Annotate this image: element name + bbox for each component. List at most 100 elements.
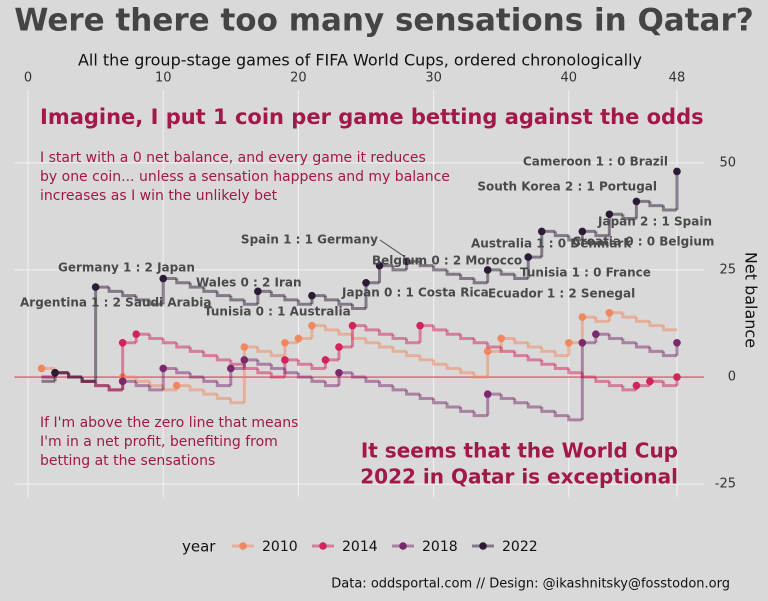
step-segment — [472, 338, 488, 345]
sensation-dot — [159, 364, 168, 373]
annotation: Cameroon 1 : 0 Brazil — [523, 155, 668, 169]
step-segment — [526, 355, 542, 362]
sensation-dot — [632, 381, 641, 390]
step-segment — [202, 351, 218, 358]
step-segment — [459, 407, 475, 413]
zero-note: I'm in a net profit, benefiting from — [40, 434, 278, 450]
step-segment — [445, 364, 461, 370]
sensation-dot — [673, 167, 681, 176]
step-segment — [526, 402, 542, 409]
step-segment — [607, 334, 623, 340]
step-segment — [567, 368, 583, 375]
sensation-dot — [51, 368, 59, 377]
step-segment — [364, 325, 380, 332]
plot — [14, 90, 704, 497]
step-segment — [391, 334, 407, 340]
step-segment — [378, 381, 394, 388]
step-segment — [594, 317, 610, 323]
step-segment — [80, 377, 96, 383]
step-segment — [391, 347, 407, 353]
step-segment — [256, 368, 272, 375]
step-segment — [553, 351, 569, 358]
sensation-dot — [483, 390, 492, 398]
sensation-dot — [91, 283, 100, 291]
step-segment — [526, 342, 542, 349]
sensation-dot — [240, 343, 249, 351]
sensation-dot — [416, 321, 424, 330]
step-segment — [472, 411, 488, 418]
sensation-dot — [565, 338, 573, 347]
sensation-dot — [497, 334, 506, 343]
step-segment — [134, 295, 150, 302]
sensation-dot — [578, 227, 587, 236]
step-segment — [269, 291, 285, 298]
step-segment — [621, 312, 637, 319]
step-segment — [634, 317, 650, 323]
sensation-dot — [605, 210, 614, 219]
step-segment — [215, 381, 231, 388]
zero-note: betting at the sensations — [40, 453, 215, 469]
legend-label: 2010 — [262, 539, 298, 555]
headline: Imagine, I put 1 coin per game betting a… — [40, 105, 704, 129]
step-segment — [229, 398, 245, 405]
step-segment — [540, 347, 556, 353]
step-segment — [472, 278, 488, 285]
step-segment — [594, 231, 610, 238]
step-segment — [148, 385, 164, 392]
annotation: Australia 1 : 0 Denmark — [471, 237, 632, 251]
sensation-dot — [375, 261, 384, 270]
step-segment — [391, 385, 407, 392]
step-segment — [107, 287, 123, 293]
step-segment — [256, 347, 272, 353]
legend-dot — [479, 542, 487, 550]
sensation-dot — [402, 257, 411, 266]
step-segment — [513, 351, 529, 358]
step-segment — [283, 295, 299, 302]
step-segment — [269, 364, 285, 370]
sensation-dot — [281, 338, 289, 347]
step-segment — [175, 342, 191, 349]
sensation-dot — [592, 330, 600, 339]
step-segment — [432, 359, 448, 366]
step-segment — [364, 377, 380, 383]
step-segment — [499, 347, 515, 353]
sensation-dot — [605, 308, 614, 317]
legend-dot — [319, 542, 327, 550]
step-segment — [553, 364, 569, 370]
step-segment — [310, 364, 326, 370]
y-tick-label: 25 — [719, 262, 736, 277]
sensation-dot — [483, 266, 492, 274]
annotation: Japan 0 : 1 Costa Rica — [341, 286, 489, 300]
step-segment — [148, 334, 164, 340]
step-segment — [405, 351, 421, 358]
step-segment — [121, 291, 137, 298]
step-segment — [432, 265, 448, 272]
annotation: Spain 1 : 1 Germany — [241, 233, 378, 247]
x-tick-label: 0 — [24, 71, 32, 86]
step-segment — [188, 372, 204, 379]
step-segment — [229, 359, 245, 366]
sensation-dot — [118, 377, 127, 386]
legend-dot — [239, 542, 247, 550]
sensation-dot — [240, 356, 249, 364]
step-segment — [391, 265, 407, 272]
step-segment — [405, 338, 421, 345]
step-segment — [553, 411, 569, 418]
step-segment — [107, 385, 123, 392]
step-segment — [513, 274, 529, 281]
step-segment — [269, 351, 285, 358]
annotation: Argentina 1 : 2 Saudi Arabia — [20, 296, 211, 310]
sensation-dot — [348, 321, 357, 330]
step-segment — [418, 394, 434, 400]
step-segment — [661, 205, 677, 212]
step-segment — [607, 381, 623, 388]
step-segment — [432, 325, 448, 332]
step-segment — [134, 381, 150, 388]
step-segment — [459, 334, 475, 340]
zero-note: If I'm above the zero line that means — [40, 415, 298, 431]
annotation: Tunisia 0 : 1 Australia — [204, 305, 351, 319]
series — [37, 308, 677, 405]
step-segment — [621, 385, 637, 392]
step-segment — [323, 325, 339, 332]
sensation-dot — [632, 197, 641, 206]
